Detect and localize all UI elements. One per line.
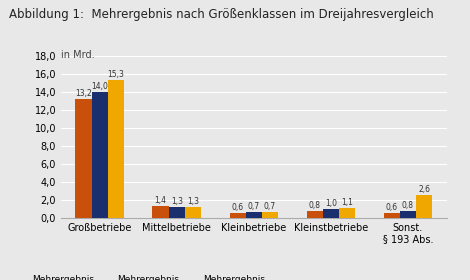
Bar <box>169 207 185 218</box>
Bar <box>400 211 416 218</box>
Text: 1,3: 1,3 <box>171 197 183 206</box>
Bar <box>306 211 323 218</box>
Text: 14,0: 14,0 <box>91 82 108 91</box>
Text: 0,8: 0,8 <box>402 201 414 210</box>
Bar <box>152 206 169 218</box>
Text: 13,2: 13,2 <box>75 89 92 98</box>
Bar <box>185 207 201 218</box>
Bar <box>339 209 355 218</box>
Bar <box>229 213 246 218</box>
Text: Abbildung 1:  Mehrergebnis nach Größenklassen im Dreijahresvergleich: Abbildung 1: Mehrergebnis nach Größenkla… <box>9 8 434 21</box>
Text: 0,7: 0,7 <box>248 202 260 211</box>
Text: 15,3: 15,3 <box>107 70 124 79</box>
Bar <box>384 213 400 218</box>
Bar <box>246 212 262 218</box>
Text: 0,7: 0,7 <box>264 202 276 211</box>
Text: 0,8: 0,8 <box>309 201 321 210</box>
Legend: Mehrergebnis
2007, Mehrergebnis
2008, Mehrergebnis
2009: Mehrergebnis 2007, Mehrergebnis 2008, Me… <box>16 272 268 280</box>
Bar <box>416 195 432 218</box>
Text: 1,1: 1,1 <box>341 199 353 207</box>
Text: 1,4: 1,4 <box>155 196 166 205</box>
Text: in Mrd.: in Mrd. <box>61 50 95 60</box>
Text: 1,0: 1,0 <box>325 199 337 208</box>
Text: 1,3: 1,3 <box>187 197 199 206</box>
Text: 2,6: 2,6 <box>418 185 430 194</box>
Bar <box>323 209 339 218</box>
Bar <box>75 99 92 218</box>
Text: 0,6: 0,6 <box>232 203 243 212</box>
Bar <box>108 80 124 218</box>
Bar <box>262 212 278 218</box>
Bar <box>92 92 108 218</box>
Text: 0,6: 0,6 <box>386 203 398 212</box>
